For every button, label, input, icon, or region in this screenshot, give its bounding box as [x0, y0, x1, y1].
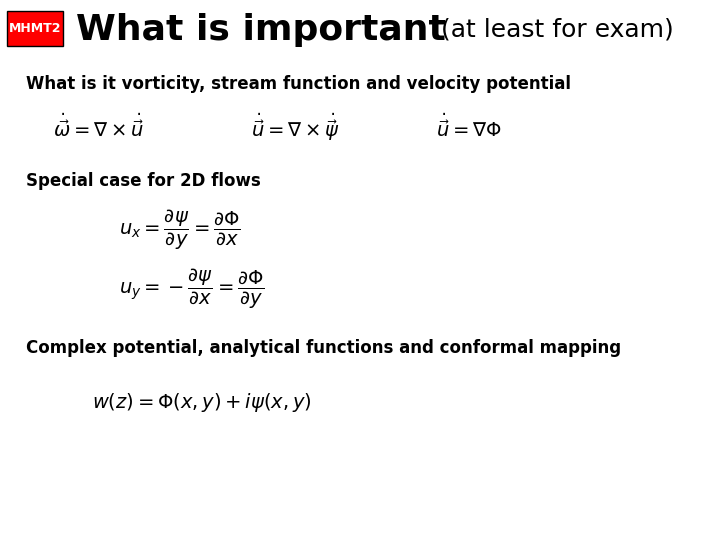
- Text: What is important: What is important: [76, 13, 446, 46]
- Text: Special case for 2D flows: Special case for 2D flows: [27, 172, 261, 190]
- Text: $\dot{\vec{\omega}} = \nabla \times \dot{\vec{u}}$: $\dot{\vec{\omega}} = \nabla \times \dot…: [53, 113, 144, 140]
- Text: What is it vorticity, stream function and velocity potential: What is it vorticity, stream function an…: [27, 75, 572, 93]
- FancyBboxPatch shape: [6, 11, 63, 46]
- Text: $u_y = -\dfrac{\partial\psi}{\partial x} = \dfrac{\partial\Phi}{\partial y}$: $u_y = -\dfrac{\partial\psi}{\partial x}…: [119, 267, 264, 311]
- Text: Complex potential, analytical functions and conformal mapping: Complex potential, analytical functions …: [27, 339, 621, 357]
- Text: $\dot{\vec{u}} = \nabla \times \dot{\vec{\psi}}$: $\dot{\vec{u}} = \nabla \times \dot{\vec…: [251, 111, 339, 143]
- Text: $u_x = \dfrac{\partial\psi}{\partial y} = \dfrac{\partial\Phi}{\partial x}$: $u_x = \dfrac{\partial\psi}{\partial y} …: [119, 207, 240, 252]
- Text: $\dot{\vec{u}} = \nabla\Phi$: $\dot{\vec{u}} = \nabla\Phi$: [436, 113, 502, 140]
- Text: $w(z) = \Phi(x,y) + i\psi(x,y)$: $w(z) = \Phi(x,y) + i\psi(x,y)$: [92, 391, 312, 414]
- Text: (at least for exam): (at least for exam): [433, 18, 673, 42]
- Text: MHMT2: MHMT2: [9, 22, 61, 35]
